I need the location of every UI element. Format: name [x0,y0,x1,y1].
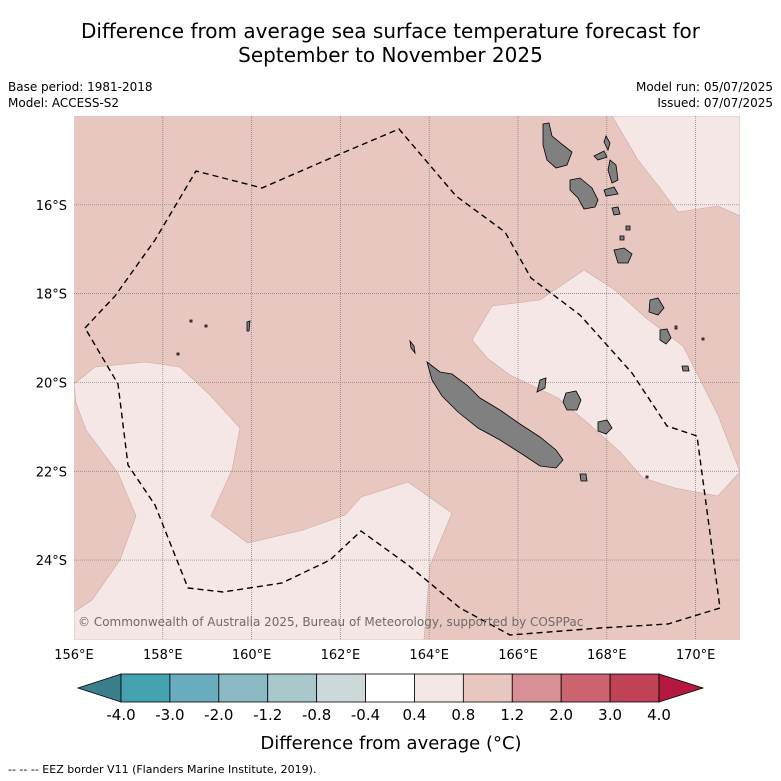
colorbar-bin [169,673,220,703]
reef-islet-1 [189,319,193,323]
colorbar-bin [560,673,611,703]
colorbar-bin [316,673,366,703]
anomaly-region-0-4-0-8-northeast [611,116,740,217]
reef-islet-7 [619,235,625,241]
colorbar-title: Difference from average (°C) [260,733,521,754]
colorbar-bin [120,673,171,703]
reef-islet-3 [176,352,180,356]
colorbar-tick-label: 2.0 [549,706,573,724]
model-text: Model: ACCESS-S2 [8,96,120,110]
colorbar-tick-label: 1.2 [500,706,524,724]
belep-islands [409,339,416,355]
colorbar: -4.0 -3.0 -2.0 -1.2 -0.8 -0.4 0.4 0.8 1.2 2.0 3.0 4… [76,673,705,754]
ambrym [603,186,619,197]
latitude-tick-label: 22°S [36,465,67,480]
colorbar-under-arrow [76,673,122,703]
copyright-credit: © Commonwealth of Australia 2025, Bureau… [78,615,583,629]
reef-islet-4 [674,325,678,330]
longitude-tick-label: 162°E [321,648,361,663]
latitude-tick-label: 18°S [36,288,67,303]
colorbar-bin [365,673,415,703]
longitude-tick-label: 164°E [409,648,449,663]
latitude-tick-label: 16°S [36,199,67,214]
title-line-1: Difference from average sea surface temp… [80,19,700,43]
mare [597,419,613,435]
chart-title: Difference from average sea surface temp… [0,19,781,67]
colorbar-bin [414,673,464,703]
colorbar-tick-label: 0.8 [451,706,475,724]
aneityum [681,365,690,372]
pentecost [607,159,619,184]
eez-border [84,128,721,636]
eez-footnote: -- -- -- EEZ border V11 (Flanders Marine… [8,763,317,776]
colorbar-over-arrow [658,673,705,703]
tanna [659,328,672,345]
chesterfield-islet [246,320,251,332]
malakula [569,177,599,210]
maewo [603,135,611,152]
anomaly-region-0-4-0-8-west [74,361,453,640]
matthew-island [645,475,649,479]
colorbar-tick-label: 4.0 [647,706,671,724]
latitude-tick-label: 20°S [36,376,67,391]
metadata-right: Model run: 05/07/2025 Issued: 07/07/2025 [636,79,773,111]
lifou [562,390,582,411]
land-masses [176,122,705,482]
colorbar-tick-label: -0.4 [351,706,380,724]
metadata-left: Base period: 1981-2018 Model: ACCESS-S2 [8,79,153,111]
longitude-labels: 156°E 158°E 160°E 162°E 164°E 166°E 168°E 170°E [54,648,715,663]
latitude-labels: 16°S 18°S 20°S 22°S 24°S [36,199,67,569]
longitude-tick-label: 166°E [498,648,538,663]
malo [593,150,608,161]
new-caledonia-grande-terre [426,360,564,469]
reef-islet-5 [701,337,705,341]
erromango [648,297,665,316]
epi [611,206,621,216]
title-line-2: September to November 2025 [238,43,543,67]
colorbar-bin [462,673,513,703]
colorbar-tick-label: -3.0 [155,706,184,724]
issued-text: Issued: 07/07/2025 [657,96,773,110]
colorbar-bin [511,673,562,703]
longitude-tick-label: 170°E [676,648,716,663]
latitude-tick-label: 24°S [36,554,67,569]
colorbar-tick-label: -1.2 [253,706,282,724]
longitude-tick-label: 158°E [143,648,183,663]
espiritu-santo [542,122,573,169]
colorbar-tick-label: 0.4 [403,706,427,724]
reef-islet-6 [625,225,631,231]
colorbar-tick-labels: -4.0 -3.0 -2.0 -1.2 -0.8 -0.4 0.4 0.8 1.2 2.0 3.0 4… [106,706,671,724]
colorbar-bins [120,673,660,703]
colorbar-tick-label: -4.0 [106,706,135,724]
colorbar-bin [218,673,269,703]
colorbar-tick-label: -2.0 [204,706,233,724]
isle-of-pines [579,473,588,482]
longitude-tick-label: 168°E [587,648,627,663]
longitude-tick-label: 160°E [232,648,272,663]
longitude-tick-label: 156°E [54,648,94,663]
colorbar-tick-label: 3.0 [598,706,622,724]
base-period-text: Base period: 1981-2018 [8,80,153,94]
map-area [74,116,740,640]
efate [613,247,633,264]
anomaly-region-0-4-0-8-east [471,269,740,497]
model-run-text: Model run: 05/07/2025 [635,80,773,94]
ouvea [536,377,547,393]
reef-islet-2 [204,324,208,328]
colorbar-bin [267,673,318,703]
gridlines [74,116,740,640]
colorbar-tick-label: -0.8 [302,706,331,724]
colorbar-bin [609,673,660,703]
